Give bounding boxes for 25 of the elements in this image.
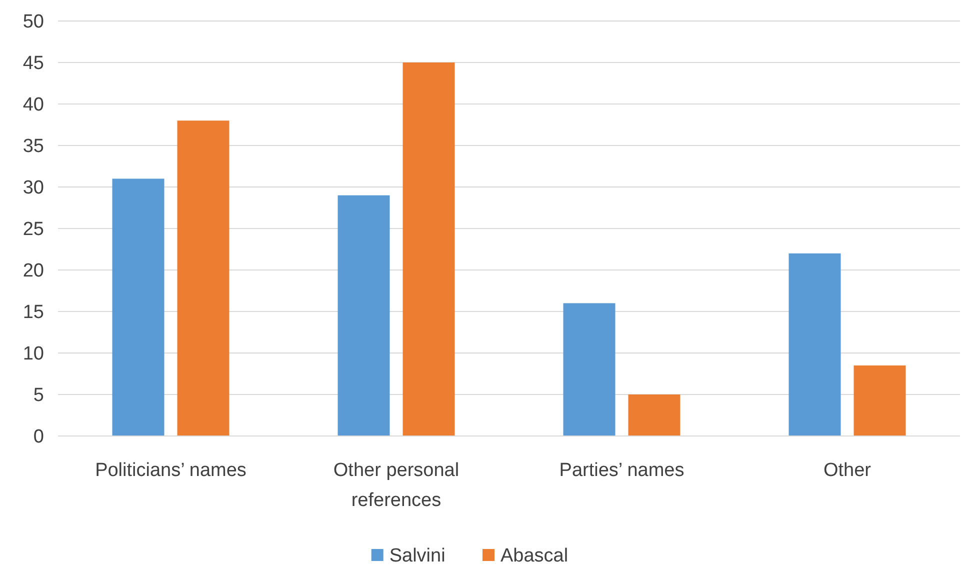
x-tick-label: Other: [823, 460, 872, 481]
y-tick-label: 30: [22, 178, 44, 199]
bar: [563, 303, 616, 436]
x-tick-label: Other personal references: [333, 460, 460, 511]
y-tick-label: 15: [22, 302, 44, 324]
y-tick-label: 20: [22, 260, 44, 282]
y-tick-label: 0: [33, 426, 44, 448]
y-tick-label: 25: [22, 219, 44, 240]
x-tick-label: Politicians’ names: [95, 460, 246, 481]
bar: [628, 394, 680, 436]
y-tick-label: 10: [22, 344, 44, 365]
y-tick-label: 50: [22, 12, 44, 33]
bar: [854, 365, 906, 436]
x-tick-label: Parties’ names: [559, 460, 684, 481]
bar: [177, 120, 230, 436]
y-tick-label: 35: [22, 136, 44, 158]
bar: [112, 178, 164, 436]
legend-label: Salvini: [389, 546, 446, 567]
y-tick-label: 45: [22, 53, 44, 74]
bar: [402, 62, 455, 436]
y-tick-label: 40: [22, 94, 44, 116]
bar: [788, 253, 841, 436]
bar: [338, 195, 390, 436]
y-tick-label: 5: [33, 385, 44, 406]
legend-label: Abascal: [500, 546, 568, 567]
